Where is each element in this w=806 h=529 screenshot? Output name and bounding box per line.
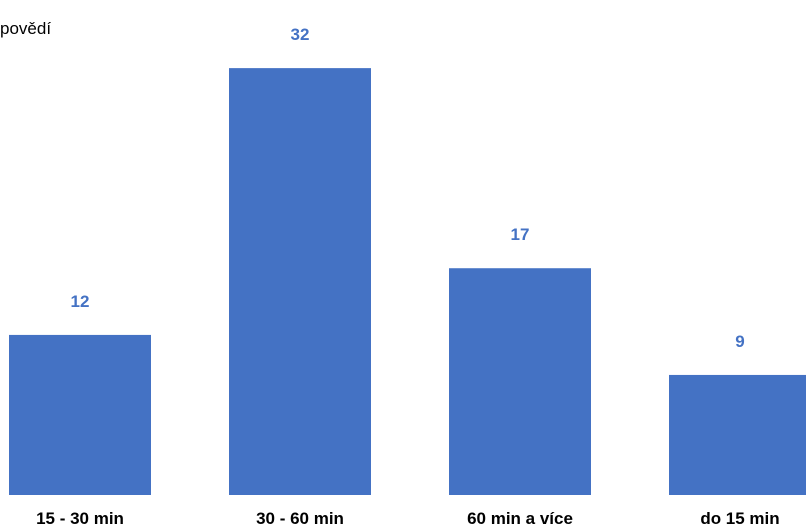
value-labels-group: 12 32 17 9 [71, 25, 745, 351]
bars-group [9, 68, 806, 496]
category-label-1: 15 - 30 min [36, 509, 124, 528]
value-label-4: 9 [735, 332, 744, 351]
bar-2 [229, 68, 371, 496]
value-label-2: 32 [291, 25, 310, 44]
bar-4 [669, 374, 806, 495]
category-label-4: do 15 min [700, 509, 779, 528]
bar-1 [9, 334, 151, 495]
legend-label: povědí [0, 19, 51, 38]
category-labels-group: 15 - 30 min 30 - 60 min 60 min a více do 15… [36, 509, 780, 528]
bar-3 [449, 268, 591, 495]
category-label-3: 60 min a více [467, 509, 573, 528]
value-label-1: 12 [71, 292, 90, 311]
value-label-3: 17 [511, 225, 530, 244]
category-label-2: 30 - 60 min [256, 509, 344, 528]
